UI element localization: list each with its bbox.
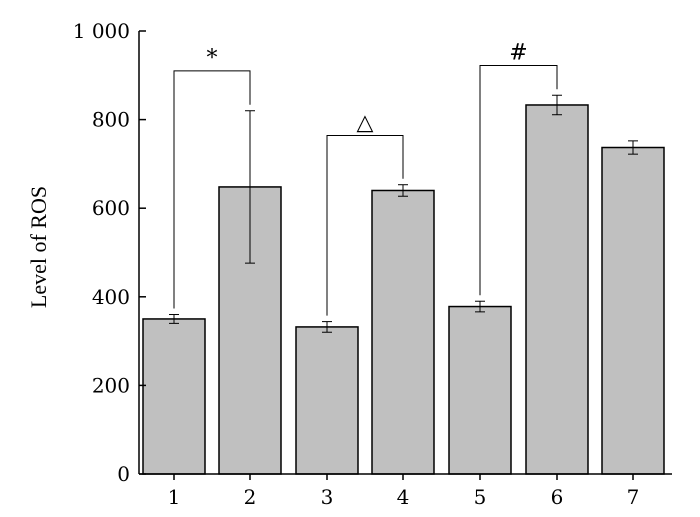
significance-label: △ (357, 111, 374, 136)
y-tick-label: 600 (92, 196, 130, 220)
bar-5 (448, 305, 512, 475)
error-bar-1 (169, 314, 179, 324)
x-tick-label: 5 (474, 485, 487, 509)
y-ticks-group: 0 200 400 600 800 1 000 (73, 19, 146, 486)
significance-label: # (509, 41, 527, 66)
error-bar-4 (398, 184, 408, 197)
y-tick-400: 400 (92, 285, 146, 309)
bars-group (142, 104, 665, 475)
bar-4 (371, 189, 435, 475)
significance-brackets-group: * △ # (173, 41, 558, 316)
x-tick-3: 3 (321, 474, 334, 509)
x-tick-2: 2 (244, 474, 257, 509)
bar-1 (142, 318, 206, 475)
x-tick-label: 7 (627, 485, 640, 509)
error-bar-2 (245, 110, 255, 264)
y-tick-label: 1 000 (73, 19, 130, 43)
error-bars-group (169, 94, 638, 333)
error-bar-7 (628, 140, 638, 155)
y-tick-600: 600 (92, 196, 146, 220)
axes-group (138, 31, 672, 475)
significance-bracket-3: # (479, 41, 558, 296)
x-tick-6: 6 (551, 474, 564, 509)
y-tick-label: 400 (92, 285, 130, 309)
x-tick-5: 5 (474, 474, 487, 509)
x-tick-7: 7 (627, 474, 640, 509)
x-tick-label: 2 (244, 485, 257, 509)
x-tick-label: 4 (397, 485, 410, 509)
bar-3 (295, 326, 359, 475)
y-tick-label: 0 (117, 462, 130, 486)
significance-bracket-line (173, 70, 251, 309)
x-tick-1: 1 (168, 474, 181, 509)
significance-bracket-line (479, 65, 558, 296)
x-tick-label: 6 (551, 485, 564, 509)
error-bar-6 (552, 94, 562, 116)
significance-label: * (207, 46, 218, 71)
x-tick-label: 3 (321, 485, 334, 509)
y-tick-200: 200 (92, 373, 146, 397)
y-axis-title: Level of ROS (26, 186, 51, 308)
bar-7 (601, 146, 665, 475)
y-tick-800: 800 (92, 108, 146, 132)
y-tick-0: 0 (117, 462, 146, 486)
error-bar-5 (475, 300, 485, 313)
significance-bracket-line (326, 135, 404, 316)
x-tick-label: 1 (168, 485, 181, 509)
y-tick-1000: 1 000 (73, 19, 146, 43)
error-bar-3 (322, 321, 332, 333)
y-tick-label: 800 (92, 108, 130, 132)
y-tick-label: 200 (92, 373, 130, 397)
x-tick-4: 4 (397, 474, 410, 509)
bar-6 (525, 104, 589, 475)
x-ticks-group: 1 2 3 4 5 6 7 (168, 474, 640, 509)
significance-bracket-1: * (173, 46, 251, 309)
significance-bracket-2: △ (326, 111, 404, 316)
